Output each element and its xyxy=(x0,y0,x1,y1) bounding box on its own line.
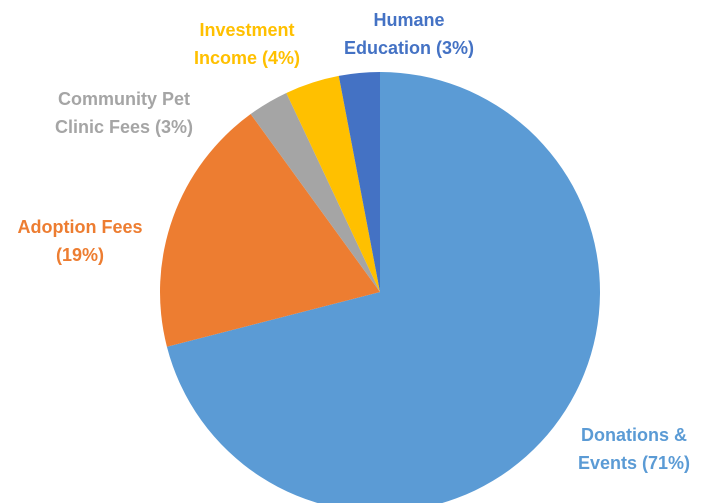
slice-label-line: (19%) xyxy=(56,245,104,265)
pie-slice-adoption xyxy=(160,114,380,347)
slice-label-line: Community Pet xyxy=(58,89,190,109)
slice-label-donations: Donations & Events (71%) xyxy=(578,425,690,473)
pie-slice-clinic xyxy=(250,92,380,292)
pie-slices xyxy=(160,72,600,503)
slice-label-line: Events (71%) xyxy=(578,453,690,473)
pie-slice-donations xyxy=(166,72,600,503)
slice-label-line: Humane xyxy=(373,10,444,30)
slice-label-line: Income (4%) xyxy=(194,48,300,68)
slice-label-line: Adoption Fees xyxy=(18,217,143,237)
slice-label-adoption: Adoption Fees (19%) xyxy=(18,217,143,265)
slice-label-investment: Investment Income (4%) xyxy=(194,20,300,68)
pie-labels: Donations & Events (71%) Adoption Fees (19%… xyxy=(18,10,691,473)
slice-label-line: Clinic Fees (3%) xyxy=(55,117,193,137)
slice-label-clinic: Community Pet Clinic Fees (3%) xyxy=(55,89,193,137)
pie-slice-humane xyxy=(338,72,380,292)
pie-slice-investment xyxy=(286,75,380,293)
slice-label-line: Donations & xyxy=(581,425,687,445)
slice-label-line: Investment xyxy=(199,20,294,40)
slice-label-line: Education (3%) xyxy=(344,38,474,58)
slice-label-humane: Humane Education (3%) xyxy=(344,10,474,58)
